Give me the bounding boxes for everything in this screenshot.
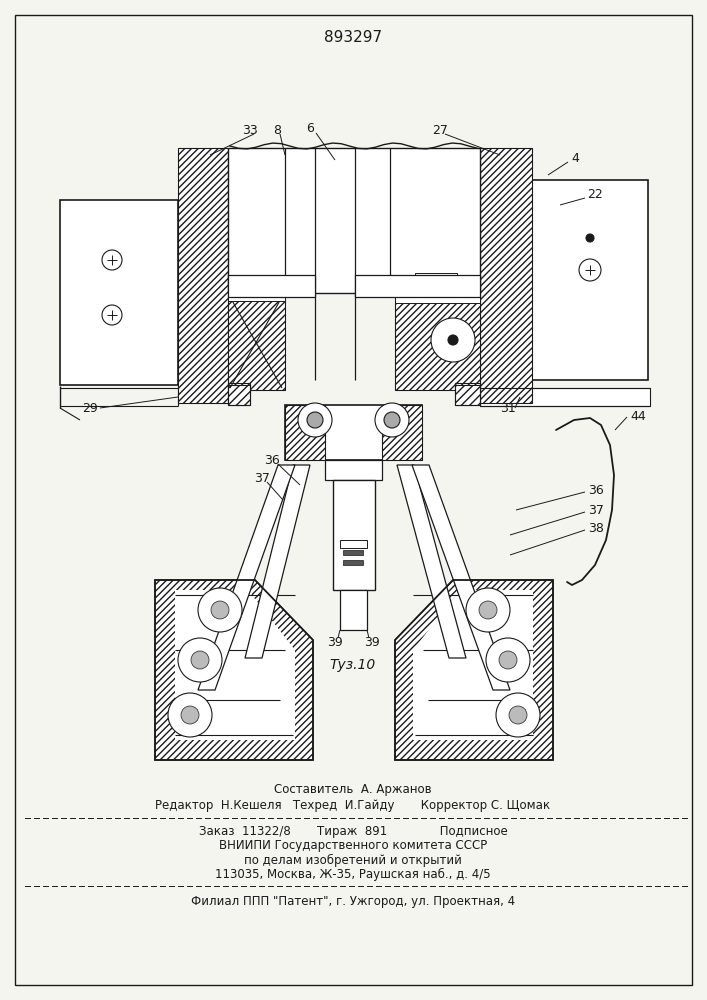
Text: по делам изобретений и открытий: по делам изобретений и открытий [244, 853, 462, 867]
Bar [455, 385, 480, 405]
Circle shape [181, 706, 199, 724]
Text: 38: 38 [588, 522, 604, 534]
Bar [240, 286, 272, 296]
Circle shape [496, 693, 540, 737]
Bar [230, 297, 282, 388]
Bar [228, 275, 315, 297]
Bar [340, 540, 367, 548]
Bar [340, 590, 367, 630]
Bar [333, 480, 375, 590]
Bar [480, 388, 650, 406]
Circle shape [178, 638, 222, 682]
Text: 22: 22 [587, 188, 603, 202]
Text: 4: 4 [571, 151, 579, 164]
Text: Составитель  А. Аржанов: Составитель А. Аржанов [274, 784, 432, 796]
Text: 33: 33 [242, 123, 258, 136]
Circle shape [466, 588, 510, 632]
Circle shape [448, 335, 458, 345]
Bar [178, 148, 228, 403]
Text: Τуз.10: Τуз.10 [330, 658, 376, 672]
Bar [228, 383, 250, 405]
Text: 37: 37 [588, 504, 604, 516]
Polygon shape [397, 465, 466, 658]
Polygon shape [413, 590, 533, 740]
Polygon shape [412, 465, 510, 690]
Bar [285, 405, 325, 460]
Circle shape [375, 403, 409, 437]
Polygon shape [155, 580, 313, 760]
Text: 44: 44 [630, 410, 645, 424]
Text: 8: 8 [273, 123, 281, 136]
Text: 113035, Москва, Ж-35, Раушская наб., д. 4/5: 113035, Москва, Ж-35, Раушская наб., д. … [215, 867, 491, 881]
Bar [325, 460, 382, 480]
Bar [228, 385, 250, 405]
Bar [395, 295, 480, 390]
Text: 29: 29 [82, 401, 98, 414]
Bar [455, 383, 480, 405]
Polygon shape [198, 465, 295, 690]
Circle shape [102, 305, 122, 325]
Bar [382, 405, 422, 460]
Circle shape [384, 412, 400, 428]
Text: Редактор  Н.Кешеля   Техред  И.Гайду       Корректор С. Щомак: Редактор Н.Кешеля Техред И.Гайду Коррект… [156, 800, 551, 812]
Circle shape [298, 403, 332, 437]
Text: 6: 6 [306, 121, 314, 134]
Text: 36: 36 [588, 484, 604, 496]
Text: ВНИИПИ Государственного комитета СССР: ВНИИПИ Государственного комитета СССР [219, 840, 487, 852]
Bar [355, 275, 480, 297]
Text: Филиал ППП "Патент", г. Ужгород, ул. Проектная, 4: Филиал ППП "Патент", г. Ужгород, ул. Про… [191, 896, 515, 908]
Bar [343, 560, 363, 565]
Text: 39: 39 [364, 636, 380, 648]
Circle shape [168, 693, 212, 737]
Text: 36: 36 [264, 454, 280, 466]
Bar [530, 180, 648, 380]
Text: 37: 37 [254, 472, 270, 485]
Text: 39: 39 [327, 636, 343, 648]
Circle shape [191, 651, 209, 669]
Text: 27: 27 [432, 123, 448, 136]
Text: 893297: 893297 [324, 30, 382, 45]
Circle shape [499, 651, 517, 669]
Bar [228, 148, 480, 293]
Circle shape [486, 638, 530, 682]
Bar [60, 200, 178, 385]
Bar [228, 293, 285, 301]
Bar [228, 295, 285, 390]
Circle shape [307, 412, 323, 428]
Circle shape [102, 250, 122, 270]
Circle shape [211, 601, 229, 619]
Bar [480, 148, 532, 403]
Circle shape [579, 259, 601, 281]
Bar [408, 283, 463, 295]
Text: Заказ  11322/8       Тираж  891              Подписное: Заказ 11322/8 Тираж 891 Подписное [199, 824, 508, 838]
Circle shape [509, 706, 527, 724]
Bar [343, 550, 363, 555]
Circle shape [431, 318, 475, 362]
Bar [245, 278, 267, 290]
Text: 31: 31 [500, 401, 516, 414]
Circle shape [479, 601, 497, 619]
Polygon shape [395, 580, 553, 760]
Bar [415, 273, 457, 287]
Bar [395, 293, 480, 303]
Polygon shape [175, 590, 295, 740]
Polygon shape [245, 465, 310, 658]
Circle shape [198, 588, 242, 632]
Circle shape [586, 234, 594, 242]
Bar [285, 405, 422, 460]
